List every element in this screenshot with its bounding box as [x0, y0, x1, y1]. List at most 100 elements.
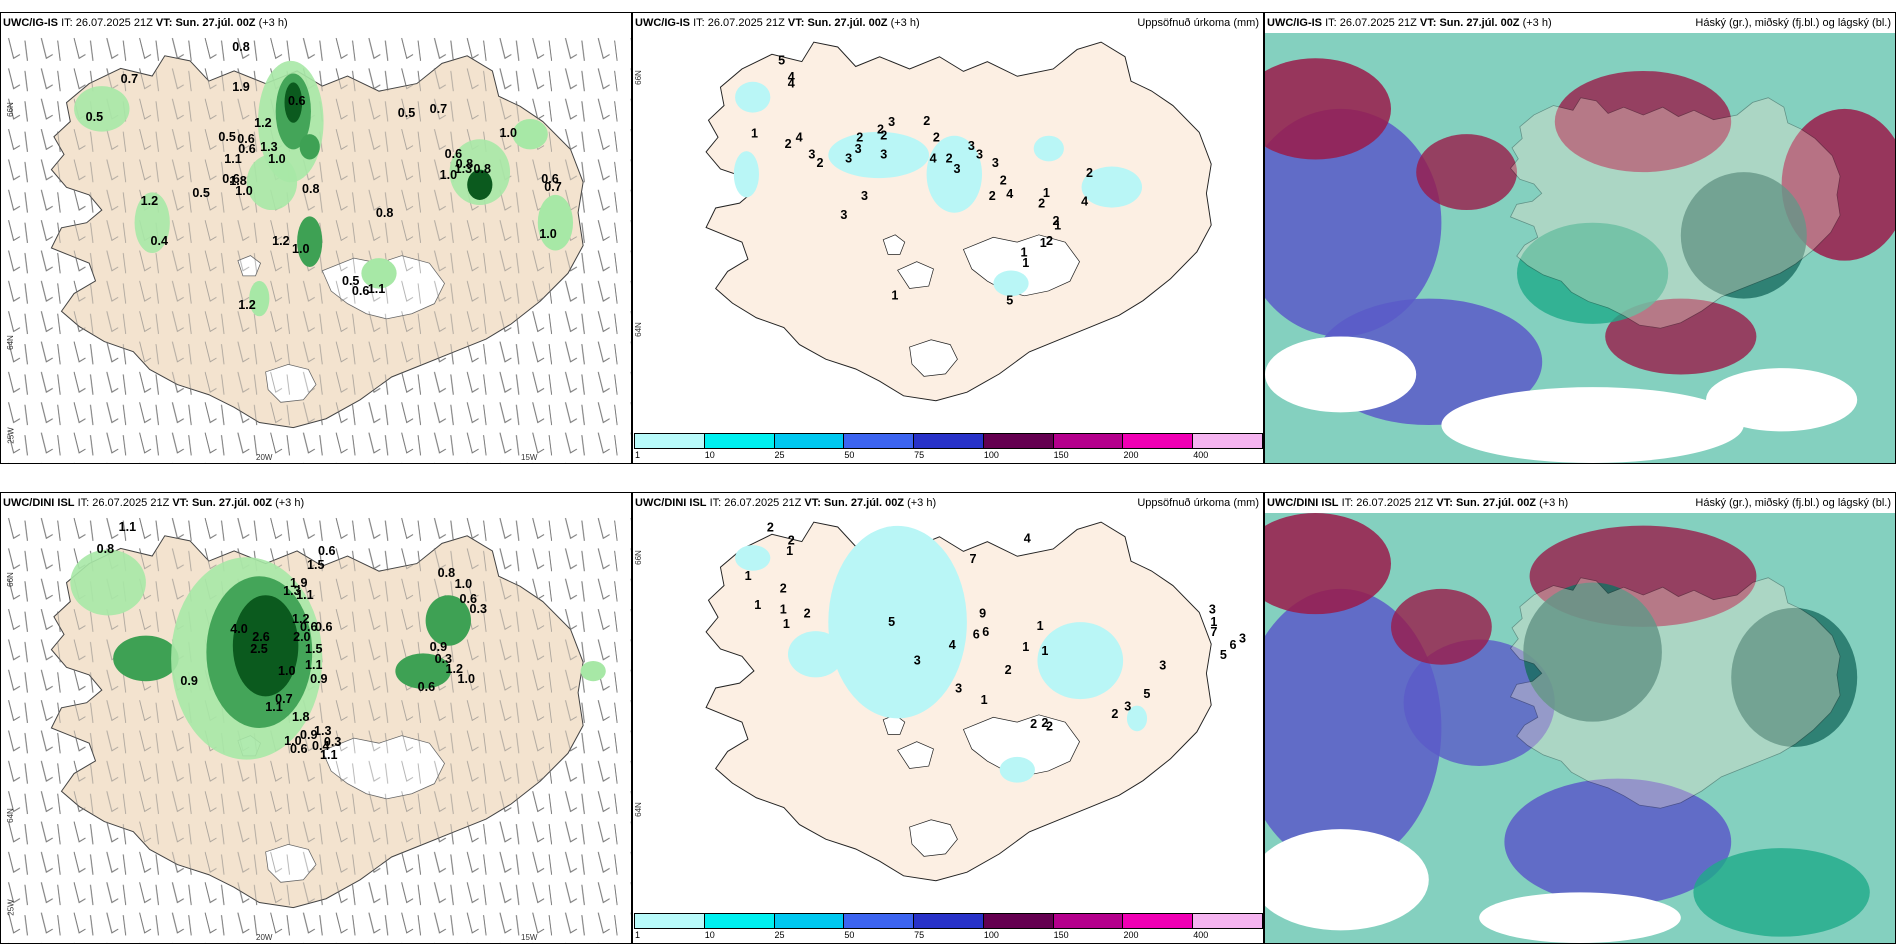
precip-value-label: 4 — [788, 75, 795, 90]
colorbar-swatch — [1122, 913, 1194, 929]
wind-value-label: 1.3 — [260, 140, 277, 154]
precip-value-label: 1 — [1210, 614, 1217, 629]
precip-value-label: 4 — [796, 130, 803, 145]
wind-value-label: 0.6 — [288, 94, 305, 108]
precip-value-label: 7 — [970, 551, 977, 566]
wind-value-label: 1.2 — [272, 234, 289, 248]
wind-value-label: 0.6 — [300, 620, 317, 634]
model-name: UWC/IG-IS — [3, 17, 58, 29]
wind-value-label: 1.8 — [229, 174, 246, 188]
vt-label: VT: — [804, 497, 821, 509]
wind-value-label: 0.6 — [290, 742, 307, 756]
wind-value-label: 1.0 — [284, 734, 301, 748]
it-label: IT: — [61, 17, 73, 29]
precip-value-label: 2 — [1005, 662, 1012, 677]
precip-patches — [735, 525, 1148, 783]
precip-value-label: 1 — [780, 601, 787, 616]
it-label: IT: — [693, 17, 705, 29]
cloud-title: Háský (gr.), miðský (fj.bl.) og lágský (… — [1695, 17, 1891, 29]
precip-value-label: 6 — [982, 624, 989, 639]
vt-label: VT: — [1419, 17, 1437, 29]
precip-value-label: 3 — [914, 652, 921, 667]
cloud-map-panel-bottom: UWC/DINI ISL IT: 26.07.2025 21Z VT: Sun.… — [1264, 492, 1896, 944]
colorbar-label: 50 — [844, 930, 855, 940]
wind-value-label: 0.9 — [300, 728, 317, 742]
precip-value-label: 1 — [1054, 217, 1061, 232]
precip-value-label: 3 — [1159, 658, 1166, 673]
precip-value-label: 2 — [1030, 716, 1037, 731]
wind-value-label: 0.6 — [222, 172, 239, 186]
wind-value-label: 0.6 — [541, 172, 558, 186]
wind-value-label: 0.5 — [218, 130, 235, 144]
wind-value-label: 0.8 — [456, 157, 473, 171]
precip-value-label: 3 — [855, 141, 862, 156]
colorbar-swatch — [773, 433, 845, 449]
colorbar-swatch — [913, 913, 984, 929]
wind-value-label: 4.0 — [230, 622, 247, 636]
wind-value-label: 0.5 — [192, 186, 209, 200]
wind-value-label: 0.7 — [275, 692, 292, 706]
colorbar-label: 10 — [704, 930, 715, 940]
precip-value-label: 1 — [745, 568, 752, 583]
precip-value-label: 1 — [1040, 235, 1047, 250]
wind-value-label: 0.8 — [232, 40, 249, 54]
colorbar-label: 200 — [1123, 930, 1139, 940]
wind-value-label: 0.3 — [435, 652, 452, 666]
precip-value-label: 2 — [989, 188, 996, 203]
model-name: UWC/DINI ISL — [635, 497, 707, 509]
init-time: 26.07.2025 21Z — [707, 17, 785, 29]
wind-value-label: 0.4 — [312, 739, 329, 753]
wind-value-label: 1.2 — [238, 298, 255, 312]
init-time: 26.07.2025 21Z — [724, 497, 802, 509]
valid-time: Sun. 27.júl. 00Z — [175, 17, 256, 29]
precip-value-label: 3 — [955, 681, 962, 696]
wind-value-label: 0.9 — [310, 672, 327, 686]
colorbar-swatch — [1122, 433, 1194, 449]
precip-value-label: 2 — [1000, 172, 1007, 187]
colorbar-swatch — [913, 433, 984, 449]
colorbar-swatch — [1192, 433, 1263, 449]
precip-value-label: 6 — [1229, 637, 1236, 652]
precip-value-label: 2 — [1038, 195, 1045, 210]
wind-value-label: 1.0 — [539, 227, 556, 241]
wind-value-label: 0.8 — [376, 206, 393, 220]
colorbar-label: 75 — [914, 930, 925, 940]
precip-title: Uppsöfnuð úrkoma (mm) — [1137, 17, 1259, 29]
wind-value-label: 1.1 — [305, 658, 322, 672]
wind-value-label: 0.7 — [121, 72, 138, 86]
wind-value-label: 1.2 — [254, 116, 271, 130]
colorbar-swatch — [703, 433, 775, 449]
precip-value-label: 3 — [1124, 698, 1131, 713]
panel-header: UWC/DINI ISL IT: 26.07.2025 21Z VT: Sun.… — [1, 493, 631, 513]
wind-map-panel-bottom: UWC/DINI ISL IT: 26.07.2025 21Z VT: Sun.… — [0, 492, 632, 944]
colorbar-label: 150 — [1053, 450, 1069, 460]
precip-patches — [733, 81, 1143, 297]
panel-header: UWC/IG-IS IT: 26.07.2025 21Z VT: Sun. 27… — [633, 13, 1263, 33]
it-label: IT: — [709, 497, 722, 509]
precip-value-label: 4 — [1024, 530, 1031, 545]
wind-value-label: 1.0 — [440, 168, 457, 182]
wind-value-label: 0.6 — [352, 284, 369, 298]
precip-patches — [74, 60, 574, 317]
model-name: UWC/IG-IS — [1267, 17, 1322, 29]
lead-time: (+3 h) — [258, 17, 288, 29]
precip-map: 22111212174964353611122223173653512331 — [633, 513, 1263, 911]
wind-value-label: 1.5 — [305, 642, 322, 656]
precip-value-label: 2 — [856, 130, 863, 145]
wind-map-panel-top: UWC/IG-IS IT: 26.07.2025 21Z VT: Sun. 27… — [0, 12, 632, 464]
wind-value-label: 1.2 — [292, 612, 309, 626]
lon-label-15: 15W — [521, 453, 538, 462]
precip-value-label: 5 — [1006, 293, 1013, 308]
colorbar-label: 100 — [983, 450, 999, 460]
lon-label-15: 15W — [521, 933, 538, 942]
wind-map-svg: 0.80.70.51.90.60.51.20.5 0.61.30.61.1 1.00… — [1, 33, 631, 463]
cloud-map-svg — [1265, 513, 1895, 943]
it-label: IT: — [77, 497, 90, 509]
precip-value-label: 1 — [1041, 643, 1048, 658]
colorbar-swatch — [703, 913, 775, 929]
precip-value-label: 1 — [1022, 639, 1029, 654]
colorbar-label: 200 — [1123, 450, 1139, 460]
lead-time: (+3 h) — [275, 497, 305, 509]
wind-value-label: 0.8 — [302, 182, 319, 196]
panel-header: UWC/DINI ISL IT: 26.07.2025 21Z VT: Sun.… — [633, 493, 1263, 513]
